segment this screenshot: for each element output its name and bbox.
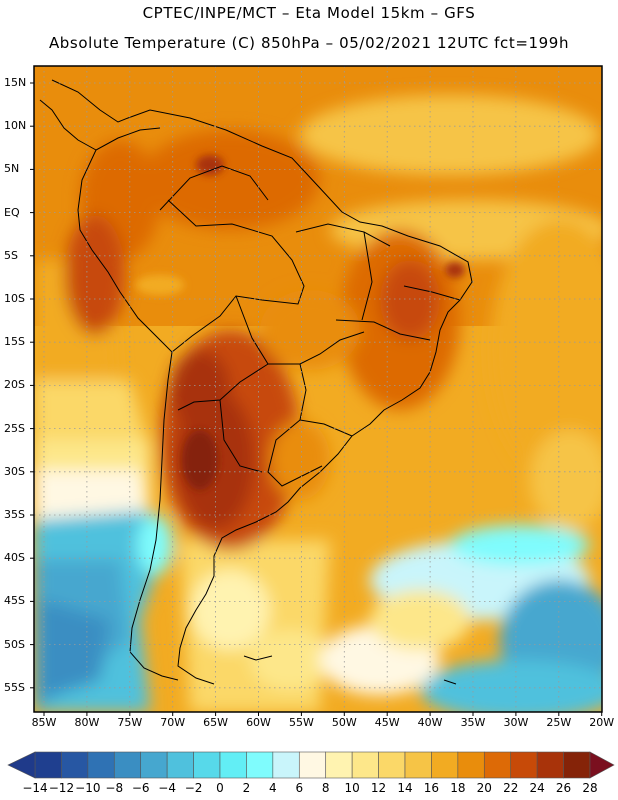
longitude-label: 25W	[546, 716, 572, 729]
colorbar-swatch	[246, 751, 274, 779]
longitude-label: 20W	[589, 716, 615, 729]
colorbar-swatch	[483, 751, 512, 779]
colorbar-label: 0	[216, 781, 224, 795]
longitude-label: 40W	[417, 716, 443, 729]
colorbar-swatch	[457, 751, 485, 779]
colorbar-max-arrow	[589, 751, 615, 779]
colorbar-label: −2	[184, 781, 203, 795]
colorbar-swatch	[87, 751, 115, 779]
colorbar-label: 6	[295, 781, 304, 795]
colorbar-label: 20	[476, 781, 492, 795]
longitude-label: 60W	[246, 716, 271, 729]
colorbar-label: 10	[344, 781, 360, 795]
latitude-label: 10N	[4, 119, 27, 133]
colorbar-label: −8	[105, 781, 124, 795]
colorbar-swatch	[536, 751, 564, 779]
longitude-label: 70W	[160, 716, 186, 729]
longitude-label: 45W	[374, 716, 400, 729]
latitude-label: 10S	[4, 292, 25, 305]
colorbar-label: 28	[582, 781, 598, 795]
colorbar-label: −6	[131, 781, 150, 795]
latitude-label: 25S	[4, 421, 25, 435]
longitude-label: 55W	[288, 716, 314, 729]
latitude-label: 15S	[4, 335, 25, 349]
latitude-label: 5S	[4, 248, 18, 262]
longitude-label: 50W	[331, 716, 357, 729]
colorbar-swatch	[351, 751, 379, 779]
map-title: CPTEC/INPE/MCT – Eta Model 15km – GFS	[142, 4, 476, 22]
colorbar-swatch	[61, 751, 89, 779]
colorbar-label: 14	[397, 781, 413, 795]
map-subtitle: Absolute Temperature (C) 850hPa – 05/02/…	[48, 34, 570, 52]
colorbar-swatch	[193, 751, 221, 779]
latitude-label: 40S	[4, 551, 25, 565]
longitude-label: 65W	[203, 716, 229, 729]
colorbar-swatch	[378, 751, 406, 779]
colorbar-label: 2	[242, 781, 251, 795]
latitude-label: 50S	[4, 637, 25, 651]
longitude-label: 80W	[74, 716, 100, 729]
colorbar-min-arrow	[7, 751, 36, 779]
colorbar-label: 16	[423, 781, 440, 795]
longitude-label: 30W	[503, 716, 529, 729]
colorbar-swatch	[272, 751, 300, 779]
colorbar-swatch	[113, 751, 142, 779]
colorbar-label: −4	[158, 781, 176, 795]
colorbar-label: −12	[48, 781, 75, 795]
colorbar-label: 22	[503, 781, 519, 795]
colorbar-swatch	[325, 751, 353, 779]
map-frame	[33, 65, 603, 713]
colorbar-swatch	[166, 751, 194, 779]
colorbar-label: 26	[555, 781, 572, 795]
colorbar-swatch	[563, 751, 591, 779]
colorbar-swatch	[219, 751, 247, 779]
colorbar-swatch	[431, 751, 459, 779]
latitude-label: 45S	[4, 594, 25, 608]
colorbar-label: 12	[370, 781, 387, 795]
latitude-label: 5N	[4, 162, 20, 176]
latitude-label: 20S	[4, 378, 25, 392]
longitude-label: 85W	[31, 716, 57, 729]
axis-ticks	[30, 82, 603, 716]
colorbar-swatch	[510, 751, 538, 779]
colorbar-swatch	[298, 751, 327, 779]
latitude-label: 15N	[4, 76, 27, 89]
latitude-label: 35S	[4, 508, 25, 521]
colorbar-label: 24	[529, 781, 545, 795]
temperature-field	[34, 66, 602, 712]
longitude-label: 75W	[117, 716, 143, 729]
latitude-label: 55S	[4, 680, 25, 694]
colorbar-label: −10	[75, 781, 101, 795]
colorbar-label: 8	[321, 781, 330, 795]
colorbar	[7, 751, 615, 779]
colorbar-swatch	[404, 751, 432, 779]
colorbar-label: −14	[22, 781, 48, 795]
colorbar-label: 18	[450, 781, 466, 795]
colorbar-swatch	[34, 751, 62, 779]
colorbar-label: 4	[269, 781, 277, 795]
colorbar-swatch	[140, 751, 168, 779]
longitude-label: 35W	[460, 716, 486, 729]
latitude-label: 30S	[4, 464, 25, 478]
latitude-label: EQ	[4, 205, 20, 219]
